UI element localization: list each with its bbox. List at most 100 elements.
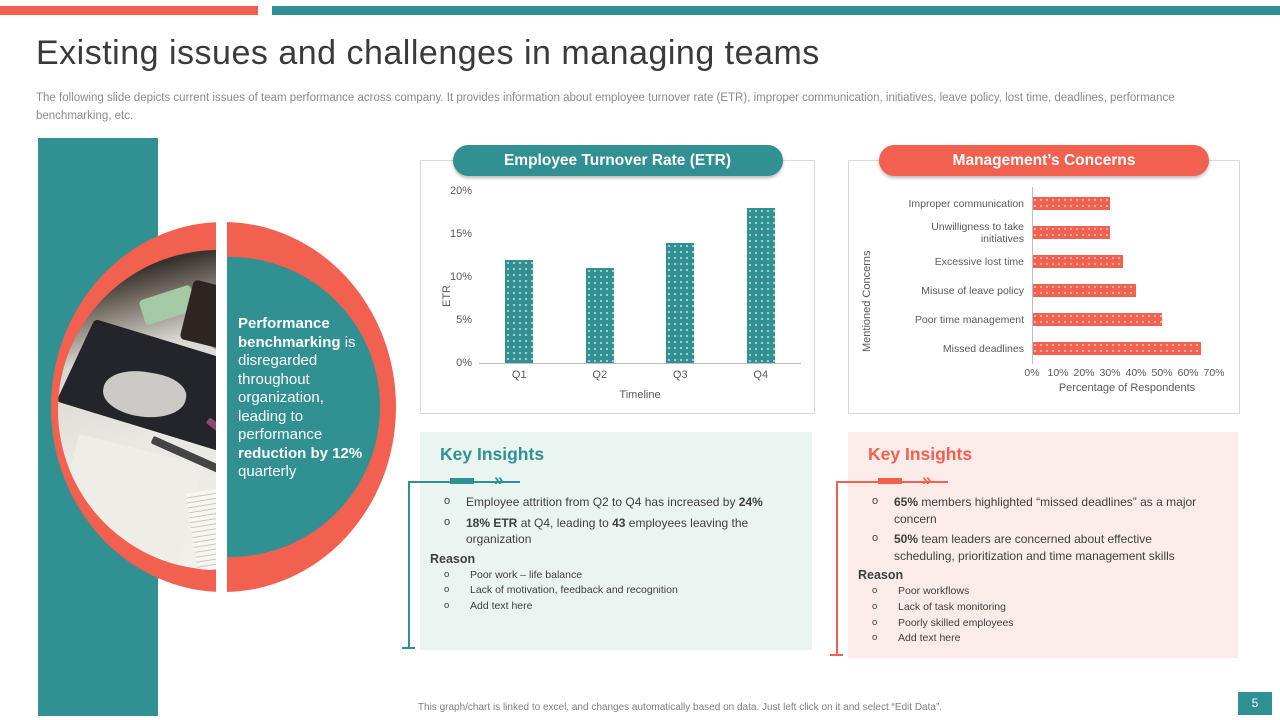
- chevron-right-icon: »: [494, 470, 504, 489]
- key-insights-right: Key Insights » o 65% members highlighted …: [830, 432, 1238, 658]
- etr-chart-title: Employee Turnover Rate (ETR): [503, 152, 732, 169]
- etr-x-tick: Q4: [753, 369, 769, 381]
- concerns-bar: [1032, 313, 1162, 326]
- top-accent-bar-coral: [0, 6, 258, 15]
- circle-callout-text: Performance benchmarking is disregarded …: [238, 315, 370, 482]
- bullet-marker: o: [444, 515, 451, 528]
- bullet-marker: o: [444, 495, 451, 507]
- reason-bullet-text: Lack of motivation, feedback and recogni…: [470, 584, 678, 597]
- concerns-row: Poor time management: [887, 305, 1229, 334]
- connector-line: [836, 481, 838, 655]
- page-subtitle: The following slide depicts current issu…: [36, 92, 1175, 122]
- etr-chart[interactable]: Employee Turnover Rate (ETR) ETR 0% 5% 10%…: [420, 145, 815, 414]
- concerns-bar-track: [1032, 197, 1229, 210]
- text-segment: 18% ETR: [466, 515, 518, 530]
- etr-y-tick: 5%: [456, 314, 472, 326]
- concerns-category-label: Unwilligness to take initiatives: [931, 220, 1024, 245]
- bullet-marker: o: [444, 584, 450, 596]
- arrow-dash: [878, 478, 902, 484]
- reason-bullet-text: Add text here: [898, 632, 961, 645]
- reason-bullet-text: Add text here: [470, 600, 533, 613]
- insight-bullet: o 18% ETR at Q4, leading to 43 employees …: [444, 515, 784, 548]
- etr-y-tick: 20%: [449, 185, 472, 197]
- reason-bullet: o Poorly skilled employees: [872, 616, 1212, 632]
- key-insights-right-heading: Key Insights: [868, 444, 973, 464]
- insight-bullet-text: 50% team leaders are concerned about eff…: [894, 531, 1202, 564]
- top-accent-bar-teal: [272, 6, 1280, 15]
- text-segment: 43: [612, 515, 626, 530]
- bullet-marker: o: [444, 568, 450, 580]
- concerns-category-label: Improper communication: [908, 197, 1024, 210]
- reason-bullet: o Lack of task monitoring: [872, 600, 1212, 616]
- etr-bar-Q1: [505, 259, 534, 363]
- concerns-x-tick: 10%: [1047, 367, 1069, 379]
- photo-half-clip: [58, 250, 216, 570]
- footer-note: This graph/chart is linked to excel, and…: [417, 702, 943, 713]
- etr-y-axis-title: ETR: [441, 285, 453, 307]
- key-insights-left: Key Insights » o Employee attrition from …: [402, 432, 812, 650]
- concerns-row: Improper communication: [887, 189, 1229, 218]
- bullet-marker: o: [872, 585, 878, 597]
- bullet-marker: o: [872, 495, 879, 507]
- insight-bullet-text: 65% members highlighted “missed deadline…: [894, 494, 1202, 527]
- concerns-category-label: Missed deadlines: [942, 342, 1024, 355]
- text-segment: reduction by 12%: [238, 444, 363, 462]
- reason-bullet: o Poor work – life balance: [444, 568, 784, 584]
- text-segment: team leaders are concerned about effecti…: [894, 532, 1175, 563]
- reason-bullet: o Add text here: [872, 631, 1212, 647]
- concerns-x-tick: 0%: [1024, 367, 1040, 379]
- concerns-category-label: Misuse of leave policy: [921, 284, 1024, 297]
- concerns-chart-title-pill: Management’s Concerns: [879, 145, 1209, 176]
- concerns-x-tick: 50%: [1151, 367, 1173, 379]
- insight-bullet: o 50% team leaders are concerned about ef…: [872, 531, 1212, 564]
- concerns-bar-track: [1032, 342, 1229, 355]
- text-segment: 24%: [738, 495, 763, 509]
- insight-bullet: o 65% members highlighted “missed deadlin…: [872, 494, 1212, 527]
- concerns-x-tick-labels: 0% 10% 20% 30% 40% 50% 60% 70%: [1024, 367, 1224, 380]
- concerns-chart[interactable]: Management’s Concerns Mentioned Concerns…: [848, 145, 1240, 414]
- etr-x-tick: Q1: [511, 369, 527, 381]
- etr-bar-slot: [721, 191, 802, 363]
- concerns-x-tick: 60%: [1177, 367, 1199, 379]
- text-segment: at Q4, leading to: [517, 515, 613, 530]
- concerns-category-label: Poor time management: [914, 313, 1024, 326]
- concerns-row: Misuse of leave policy: [887, 276, 1229, 305]
- reason-bullet-text: Lack of task monitoring: [898, 600, 1006, 613]
- concerns-bar: [1032, 226, 1110, 239]
- concerns-x-tick: 30%: [1099, 367, 1121, 379]
- etr-chart-title-pill: Employee Turnover Rate (ETR): [452, 145, 783, 176]
- reason-bullet: o Lack of motivation, feedback and recogn…: [444, 583, 784, 599]
- key-insights-right-bullets: o 65% members highlighted “missed deadlin…: [858, 494, 1212, 647]
- page-number-badge: 5: [1238, 692, 1272, 715]
- concerns-x-tick: 40%: [1125, 367, 1147, 379]
- concerns-row: Unwilligness to take initiatives: [887, 218, 1229, 247]
- concerns-axis-line: [1032, 187, 1033, 364]
- arrow-dash: [450, 478, 474, 484]
- key-insights-left-bullets: o Employee attrition from Q2 to Q4 has in…: [430, 494, 784, 615]
- concerns-bar: [1032, 284, 1136, 297]
- etr-x-axis-title: Timeline: [619, 389, 661, 401]
- desk-photo: [58, 250, 216, 570]
- text-segment: employees leaving the organization: [466, 515, 749, 547]
- reason-label: Reason: [858, 568, 904, 583]
- reason-bullet-text: Poorly skilled employees: [898, 616, 1014, 629]
- concerns-bar-track: [1032, 226, 1229, 239]
- etr-plot: 0% 5% 10% 15% 20%: [450, 185, 802, 369]
- etr-x-tick: Q3: [672, 369, 688, 381]
- text-segment: quarterly: [238, 463, 297, 480]
- etr-x-tick-labels: Q1 Q2 Q3 Q4: [479, 369, 801, 381]
- concerns-bar-track: [1032, 313, 1229, 326]
- etr-bar-Q4: [746, 208, 775, 363]
- etr-x-tick: Q2: [592, 369, 608, 381]
- concerns-bar-track: [1032, 255, 1229, 268]
- reason-bullet: o Poor workflows: [872, 584, 1212, 600]
- text-segment: Employee attrition from Q2 to Q4 has inc…: [466, 495, 739, 509]
- concerns-chart-title: Management’s Concerns: [952, 152, 1136, 169]
- concerns-rows: Improper communication Unwilligness to ta…: [887, 189, 1229, 363]
- reason-bullet-text: Poor work – life balance: [470, 568, 583, 581]
- text-segment: 65%: [894, 495, 919, 509]
- insight-bullet-text: 18% ETR at Q4, leading to 43 employees l…: [466, 515, 774, 548]
- etr-bar-Q3: [666, 242, 695, 363]
- reason-label: Reason: [430, 551, 476, 566]
